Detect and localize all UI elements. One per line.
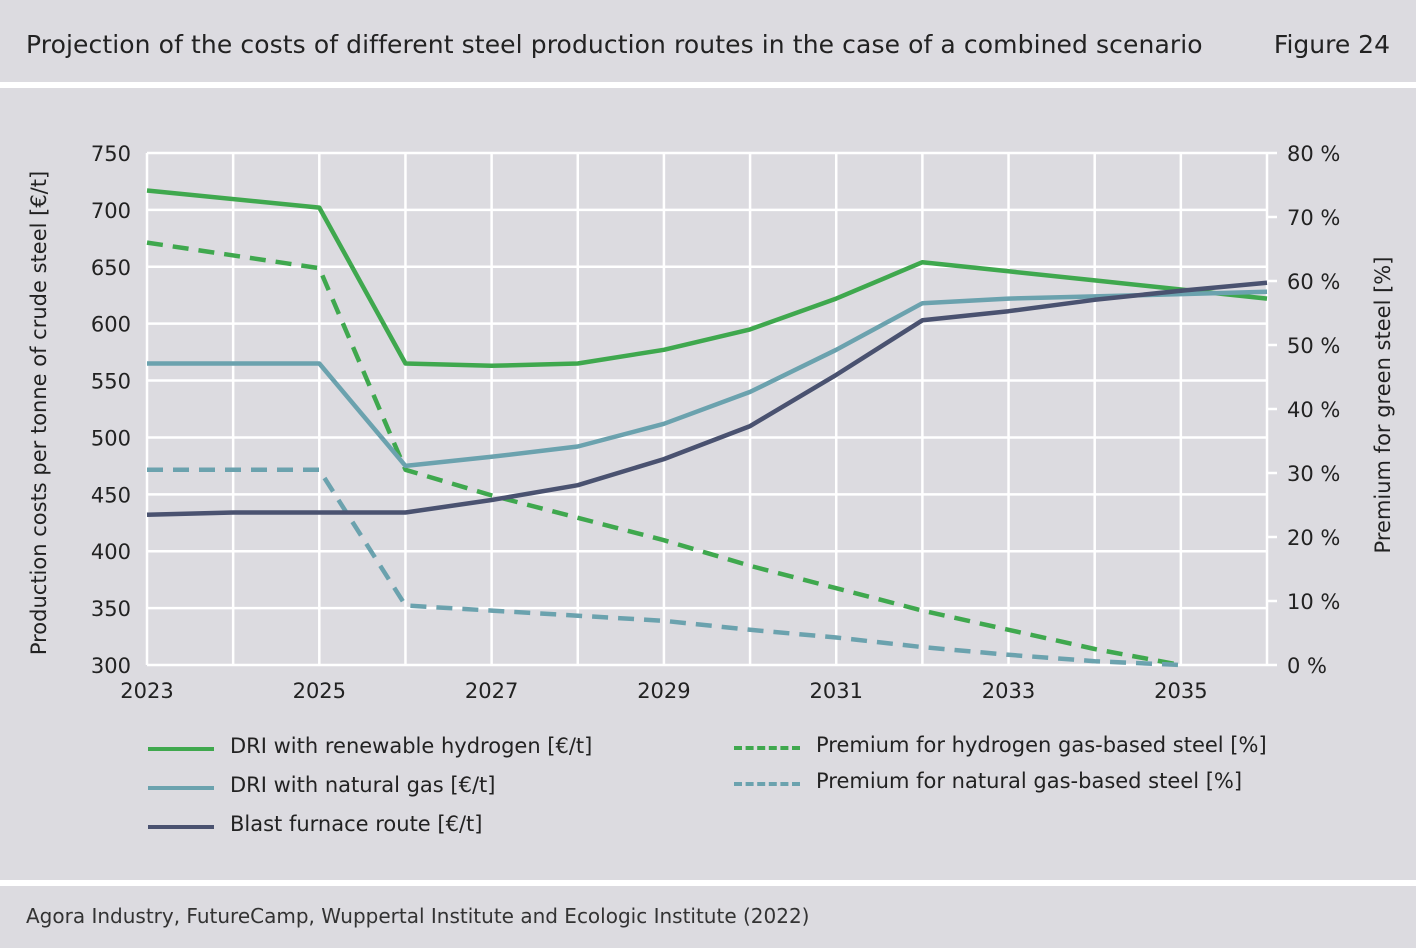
series-line-1 — [147, 289, 1268, 469]
y2-tick-label: 0 % — [1287, 654, 1327, 678]
y-tick-label: 300 — [91, 654, 131, 678]
legend-label: Blast furnace route [€/t] — [230, 812, 483, 836]
y-tick-label: 400 — [91, 540, 131, 564]
legend-label: Premium for hydrogen gas-based steel [%] — [816, 733, 1267, 757]
chart: 300 350 400 450 500 550 600 650 700 750 0 % 10 % 20 … — [27, 142, 1395, 703]
y2-tick-label: 80 % — [1287, 142, 1340, 166]
series-line-3 — [146, 240, 1182, 668]
y2-tick-label: 20 % — [1287, 526, 1340, 550]
x-tick-label: 2031 — [810, 679, 863, 703]
y2-axis-title: Premium for green steel [%] — [1371, 257, 1395, 554]
y2-tick-label: 50 % — [1287, 334, 1340, 358]
x-tick-label: 2035 — [1154, 679, 1207, 703]
y2-tick-label: 60 % — [1287, 270, 1340, 294]
figure-header: Projection of the costs of different ste… — [0, 0, 1416, 82]
y-tick-label: 350 — [91, 597, 131, 621]
x-tick-label: 2029 — [637, 679, 690, 703]
legend-swatch — [148, 747, 214, 751]
legend-label: DRI with natural gas [€/t] — [230, 773, 496, 797]
x-tick-label: 2023 — [120, 679, 173, 703]
footer-divider — [0, 880, 1416, 886]
x-tick-label: 2027 — [465, 679, 518, 703]
y-tick-label: 750 — [91, 142, 131, 166]
y-axis-title: Production costs per tonne of crude stee… — [27, 171, 51, 655]
y-tick-label: 500 — [91, 426, 131, 450]
series-line-2 — [146, 280, 1268, 518]
legend-swatch — [734, 782, 800, 786]
y2-tick-label: 30 % — [1287, 462, 1340, 486]
y2-tick-label: 70 % — [1287, 206, 1340, 230]
legend-label: Premium for natural gas-based steel [%] — [816, 769, 1243, 793]
y-tick-label: 550 — [91, 370, 131, 394]
y-tick-label: 700 — [91, 199, 131, 223]
series-line-0 — [146, 188, 1268, 369]
y-tick-label: 600 — [91, 313, 131, 337]
y2-tick-label: 10 % — [1287, 590, 1340, 614]
legend-swatch — [148, 825, 214, 829]
y-tick-label: 650 — [91, 256, 131, 280]
legend-label: DRI with renewable hydrogen [€/t] — [230, 734, 593, 758]
legend-swatch — [148, 786, 214, 790]
figure-number: Figure 24 — [1273, 30, 1390, 59]
legend-swatch — [734, 746, 800, 750]
figure-title: Projection of the costs of different ste… — [26, 30, 1203, 59]
y2-tick-label: 40 % — [1287, 398, 1340, 422]
x-tick-label: 2033 — [982, 679, 1035, 703]
y-tick-label: 450 — [91, 483, 131, 507]
header-divider — [0, 82, 1416, 88]
x-tick-label: 2025 — [293, 679, 346, 703]
source-note: Agora Industry, FutureCamp, Wuppertal In… — [26, 904, 810, 928]
series-line-4 — [147, 467, 1181, 668]
